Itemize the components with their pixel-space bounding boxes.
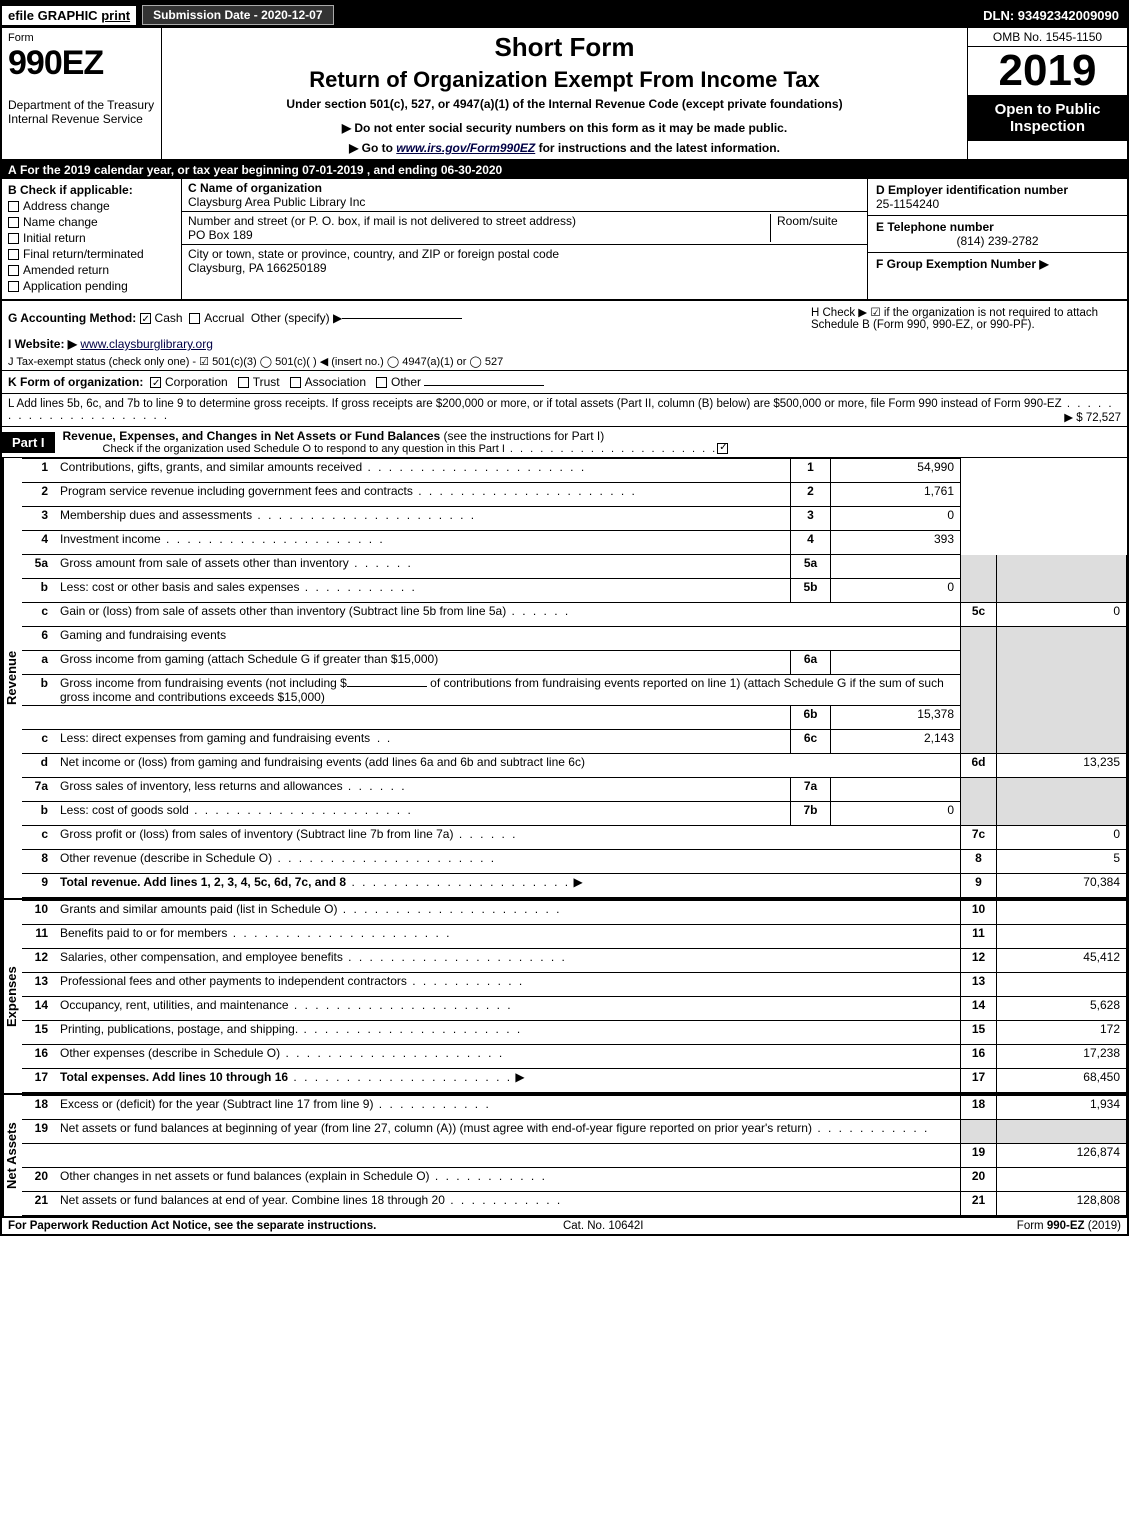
section-a-calendar-year: A For the 2019 calendar year, or tax yea… xyxy=(2,161,1127,179)
line-20-value xyxy=(997,1168,1127,1192)
subtitle: Under section 501(c), 527, or 4947(a)(1)… xyxy=(172,97,957,111)
chk-association[interactable] xyxy=(290,377,301,388)
section-b: B Check if applicable: Address change Na… xyxy=(2,179,182,299)
net-assets-section: Net Assets 18Excess or (deficit) for the… xyxy=(2,1093,1127,1218)
top-toolbar: efile GRAPHIC print Submission Date - 20… xyxy=(2,2,1127,28)
section-c: C Name of organization Claysburg Area Pu… xyxy=(182,179,867,299)
line-17-value: 68,450 xyxy=(997,1069,1127,1093)
line-18-value: 1,934 xyxy=(997,1096,1127,1120)
line-21-value: 128,808 xyxy=(997,1192,1127,1216)
chk-amended-return[interactable]: Amended return xyxy=(8,263,175,277)
form-footer-label: Form 990-EZ (2019) xyxy=(1017,1220,1121,1232)
return-title: Return of Organization Exempt From Incom… xyxy=(172,67,957,93)
form-number: 990EZ xyxy=(8,46,155,80)
section-k: K Form of organization: Corporation Trus… xyxy=(2,371,1127,394)
ssn-warning: ▶ Do not enter social security numbers o… xyxy=(172,121,957,135)
line-13-value xyxy=(997,973,1127,997)
tax-year: 2019 xyxy=(968,47,1127,95)
catalog-number: Cat. No. 10642I xyxy=(563,1220,644,1232)
line-4-value: 393 xyxy=(831,531,961,555)
line-2-value: 1,761 xyxy=(831,483,961,507)
chk-other-org[interactable] xyxy=(376,377,387,388)
net-assets-sidebar: Net Assets xyxy=(2,1095,22,1216)
line-15-value: 172 xyxy=(997,1021,1127,1045)
room-suite: Room/suite xyxy=(771,214,861,242)
paperwork-notice: For Paperwork Reduction Act Notice, see … xyxy=(8,1220,376,1232)
line-5b-value: 0 xyxy=(831,579,961,603)
line-14-value: 5,628 xyxy=(997,997,1127,1021)
goto-instructions: ▶ Go to www.irs.gov/Form990EZ for instru… xyxy=(172,141,957,155)
part-1-header: Part I Revenue, Expenses, and Changes in… xyxy=(2,427,1127,458)
street-address: PO Box 189 xyxy=(188,228,253,242)
group-exemption: F Group Exemption Number ▶ xyxy=(876,257,1049,271)
chk-initial-return[interactable]: Initial return xyxy=(8,231,175,245)
line-6b-value: 15,378 xyxy=(831,706,961,730)
website-link[interactable]: www.claysburglibrary.org xyxy=(80,337,213,351)
org-name: Claysburg Area Public Library Inc xyxy=(188,195,365,209)
omb-number: OMB No. 1545-1150 xyxy=(968,28,1127,47)
line-8-value: 5 xyxy=(997,850,1127,874)
line-7b-value: 0 xyxy=(831,802,961,826)
chk-address-change[interactable]: Address change xyxy=(8,199,175,213)
chk-cash[interactable] xyxy=(140,313,151,324)
line-19-value: 126,874 xyxy=(997,1144,1127,1168)
expenses-sidebar: Expenses xyxy=(2,900,22,1093)
ein: 25-1154240 xyxy=(876,197,939,211)
efile-label: efile GRAPHIC print xyxy=(2,6,136,25)
telephone: (814) 239-2782 xyxy=(876,234,1119,248)
section-g-h: G Accounting Method: Cash Accrual Other … xyxy=(2,301,1127,335)
open-to-public: Open to Public Inspection xyxy=(968,95,1127,141)
revenue-sidebar: Revenue xyxy=(2,458,22,898)
line-16-value: 17,238 xyxy=(997,1045,1127,1069)
print-link[interactable]: print xyxy=(101,8,130,23)
city-state-zip: Claysburg, PA 166250189 xyxy=(188,261,327,275)
dept-label: Department of the Treasury xyxy=(8,98,155,112)
line-3-value: 0 xyxy=(831,507,961,531)
chk-name-change[interactable]: Name change xyxy=(8,215,175,229)
line-6d-value: 13,235 xyxy=(997,754,1127,778)
expenses-section: Expenses 10Grants and similar amounts pa… xyxy=(2,898,1127,1093)
line-12-value: 45,412 xyxy=(997,949,1127,973)
short-form-title: Short Form xyxy=(172,32,957,63)
chk-accrual[interactable] xyxy=(189,313,200,324)
chk-schedule-o[interactable] xyxy=(717,443,728,454)
page-footer: For Paperwork Reduction Act Notice, see … xyxy=(2,1218,1127,1234)
section-def: D Employer identification number 25-1154… xyxy=(867,179,1127,299)
line-10-value xyxy=(997,901,1127,925)
submission-date-badge: Submission Date - 2020-12-07 xyxy=(142,5,333,25)
line-9-value: 70,384 xyxy=(997,874,1127,898)
line-6a-value xyxy=(831,651,961,675)
form-page: efile GRAPHIC print Submission Date - 20… xyxy=(0,0,1129,1236)
line-7a-value xyxy=(831,778,961,802)
form-header: Form 990EZ Department of the Treasury In… xyxy=(2,28,1127,161)
irs-link[interactable]: www.irs.gov/Form990EZ xyxy=(396,141,535,155)
line-6c-value: 2,143 xyxy=(831,730,961,754)
line-5a-value xyxy=(831,555,961,579)
revenue-section: Revenue 1Contributions, gifts, grants, a… xyxy=(2,458,1127,898)
chk-application-pending[interactable]: Application pending xyxy=(8,279,175,293)
dln-label: DLN: 93492342009090 xyxy=(983,8,1127,23)
line-1-value: 54,990 xyxy=(831,459,961,483)
entity-block: B Check if applicable: Address change Na… xyxy=(2,179,1127,301)
chk-trust[interactable] xyxy=(238,377,249,388)
section-i: I Website: ▶ www.claysburglibrary.org xyxy=(2,335,1127,353)
line-5c-value: 0 xyxy=(997,603,1127,627)
form-word: Form xyxy=(8,32,155,44)
chk-corporation[interactable] xyxy=(150,377,161,388)
line-7c-value: 0 xyxy=(997,826,1127,850)
section-j: J Tax-exempt status (check only one) - ☑… xyxy=(2,353,1127,371)
section-h: H Check ▶ ☑ if the organization is not r… xyxy=(811,305,1121,331)
section-l: L Add lines 5b, 6c, and 7b to line 9 to … xyxy=(2,394,1127,427)
line-11-value xyxy=(997,925,1127,949)
irs-label: Internal Revenue Service xyxy=(8,112,155,126)
chk-final-return[interactable]: Final return/terminated xyxy=(8,247,175,261)
